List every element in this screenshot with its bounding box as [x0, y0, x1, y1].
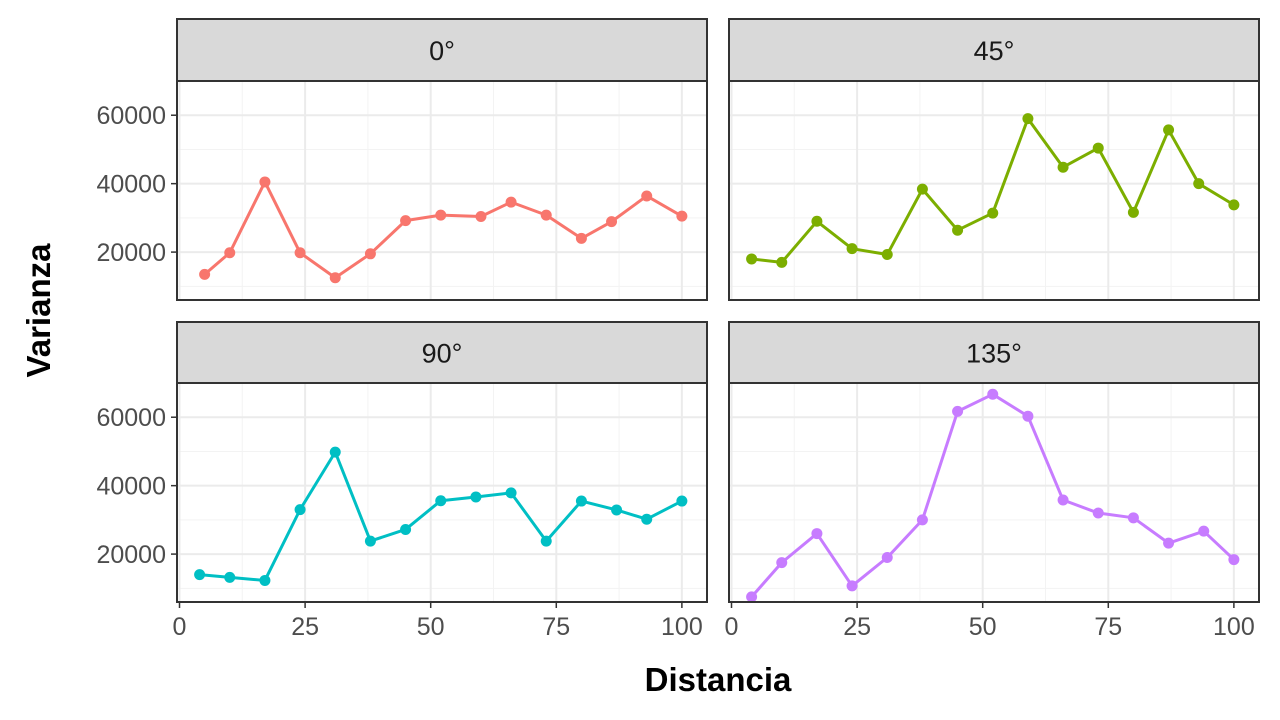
facet-strip-label: 90° — [422, 339, 463, 369]
y-tick-label: 60000 — [96, 404, 166, 432]
data-point — [294, 247, 306, 259]
x-tick-label: 25 — [843, 613, 871, 641]
x-tick-label: 50 — [417, 613, 445, 641]
x-tick-label: 25 — [291, 613, 319, 641]
data-point — [641, 190, 653, 202]
data-point — [1022, 113, 1034, 125]
facet-strip — [176, 18, 708, 82]
data-point — [846, 243, 858, 255]
data-point — [400, 523, 412, 535]
facet-panel: 135° 0 25 50 75 100 — [725, 321, 1260, 641]
data-point — [259, 176, 271, 188]
data-point — [1092, 507, 1104, 519]
data-point — [224, 571, 236, 583]
y-tick-label: 20000 — [96, 541, 166, 569]
panel-border — [728, 382, 1260, 603]
data-point — [259, 574, 271, 586]
data-point — [952, 224, 964, 236]
data-point — [364, 535, 376, 547]
data-point — [746, 253, 758, 265]
x-tick-label: 0 — [173, 613, 187, 641]
data-point — [846, 580, 858, 592]
data-point — [329, 272, 341, 284]
data-point — [916, 514, 928, 526]
x-tick-label: 75 — [1094, 613, 1122, 641]
data-point — [1228, 554, 1240, 566]
data-point — [1092, 142, 1104, 154]
data-point — [1163, 537, 1175, 549]
data-point — [400, 215, 412, 227]
data-point — [1022, 410, 1034, 422]
data-point — [1057, 494, 1069, 506]
data-point — [540, 209, 552, 221]
y-tick-label: 60000 — [96, 102, 166, 130]
data-point — [470, 491, 482, 503]
data-point — [881, 248, 893, 260]
data-point — [881, 552, 893, 564]
data-point — [987, 207, 999, 219]
data-point — [435, 209, 447, 221]
data-point — [224, 247, 236, 259]
facet-strip-label: 0° — [429, 36, 455, 66]
y-axis-title: Varianza — [20, 243, 57, 378]
panel-border — [728, 80, 1260, 301]
y-tick-label: 40000 — [96, 171, 166, 199]
data-point — [611, 504, 623, 516]
data-point — [606, 216, 618, 228]
x-axis-title: Distancia — [645, 661, 792, 698]
data-point — [641, 513, 653, 525]
panel-background — [729, 81, 1259, 300]
data-point — [575, 232, 587, 244]
panel-border — [176, 382, 708, 603]
data-point — [811, 215, 823, 227]
x-tick-label: 0 — [725, 613, 739, 641]
panel-background — [177, 383, 707, 602]
data-point — [199, 268, 211, 280]
data-point — [676, 495, 688, 507]
data-point — [1163, 124, 1175, 136]
data-point — [776, 557, 788, 569]
data-point — [676, 210, 688, 222]
data-point — [329, 446, 341, 458]
data-point — [1228, 199, 1240, 211]
data-point — [1127, 512, 1139, 524]
data-point — [1057, 161, 1069, 173]
facet-strip — [728, 321, 1260, 384]
data-point — [811, 528, 823, 540]
panel-border — [176, 80, 708, 301]
data-point — [435, 495, 447, 507]
data-point — [364, 248, 376, 260]
data-point — [540, 535, 552, 547]
data-point — [987, 388, 999, 400]
x-tick-label: 100 — [661, 613, 703, 641]
data-point — [575, 495, 587, 507]
y-tick-label: 20000 — [96, 239, 166, 267]
facet-panel: 45° — [728, 18, 1260, 301]
y-tick-label: 40000 — [96, 473, 166, 501]
data-point — [505, 196, 517, 208]
facet-strip-label: 135° — [966, 339, 1022, 369]
data-point — [475, 211, 487, 223]
data-point — [776, 256, 788, 268]
data-point — [952, 405, 964, 417]
facet-strip-label: 45° — [974, 36, 1015, 66]
data-point — [1127, 206, 1139, 218]
data-point — [746, 591, 758, 603]
data-point — [1198, 525, 1210, 537]
x-tick-label: 75 — [542, 613, 570, 641]
panel-background — [729, 383, 1259, 602]
data-point — [916, 183, 928, 195]
x-tick-label: 50 — [969, 613, 997, 641]
data-point — [294, 504, 306, 516]
x-tick-label: 100 — [1213, 613, 1255, 641]
facet-panel: 90° 20000 40000 60000 0 25 50 75 100 — [96, 321, 708, 641]
panel-background — [177, 81, 707, 300]
data-point — [505, 487, 517, 499]
facet-panel: 0° 20000 40000 60000 — [96, 18, 708, 301]
data-point — [1193, 178, 1205, 190]
data-point — [194, 569, 206, 581]
